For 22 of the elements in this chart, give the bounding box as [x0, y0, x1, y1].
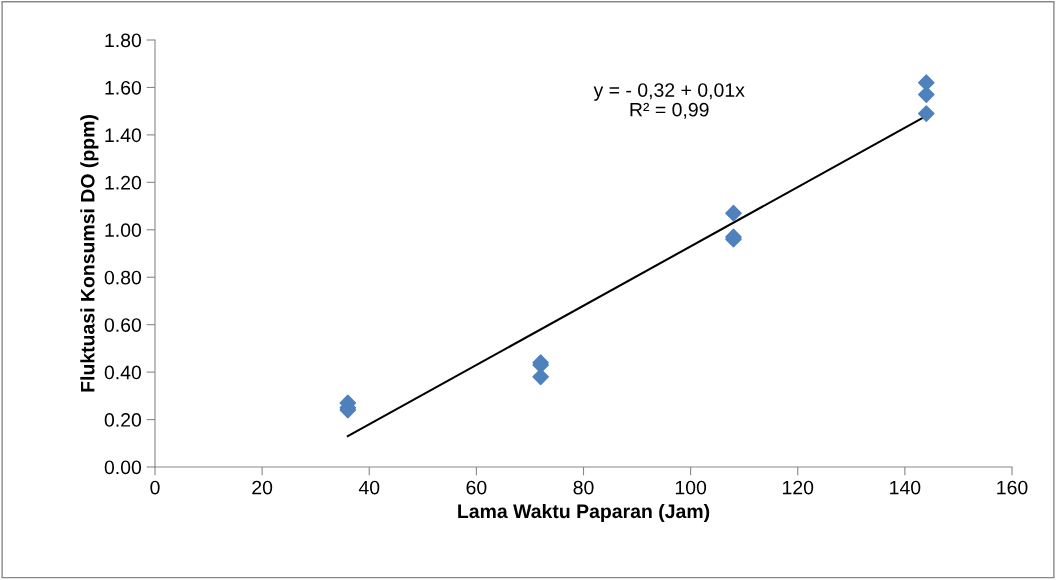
x-tick-label: 20	[252, 480, 273, 495]
x-axis-title: Lama Waktu Paparan (Jam)	[458, 503, 710, 522]
y-tick-label: 1.00	[105, 223, 142, 238]
x-tick-label: 100	[675, 480, 707, 495]
y-tick-label: 0.60	[104, 318, 142, 332]
x-tick-label: 60	[466, 480, 487, 495]
y-axis-title: Fluktuasi Konsumsi DO (ppm)	[80, 115, 99, 392]
y-tick-label: 0.20	[104, 413, 142, 427]
x-tick-label: 140	[890, 480, 921, 495]
y-tick-label: 0.40	[104, 365, 142, 380]
y-tick-label: 0.80	[104, 270, 142, 285]
y-tick-label: 1.60	[105, 80, 142, 95]
x-tick-label: 160	[997, 480, 1028, 495]
y-tick-label: 1.20	[105, 175, 142, 190]
x-tick-label: 0	[150, 480, 160, 495]
x-tick-label: 120	[783, 480, 814, 495]
y-tick-label: 0.00	[104, 460, 142, 475]
y-tick-label: 1.40	[105, 128, 142, 143]
x-tick-label: 40	[358, 480, 380, 495]
y-tick-label: 1.80	[105, 33, 142, 48]
annotation: y = - 0,32 + 0,01x R² = 0,99	[593, 83, 745, 119]
x-tick-label: 80	[573, 480, 594, 495]
